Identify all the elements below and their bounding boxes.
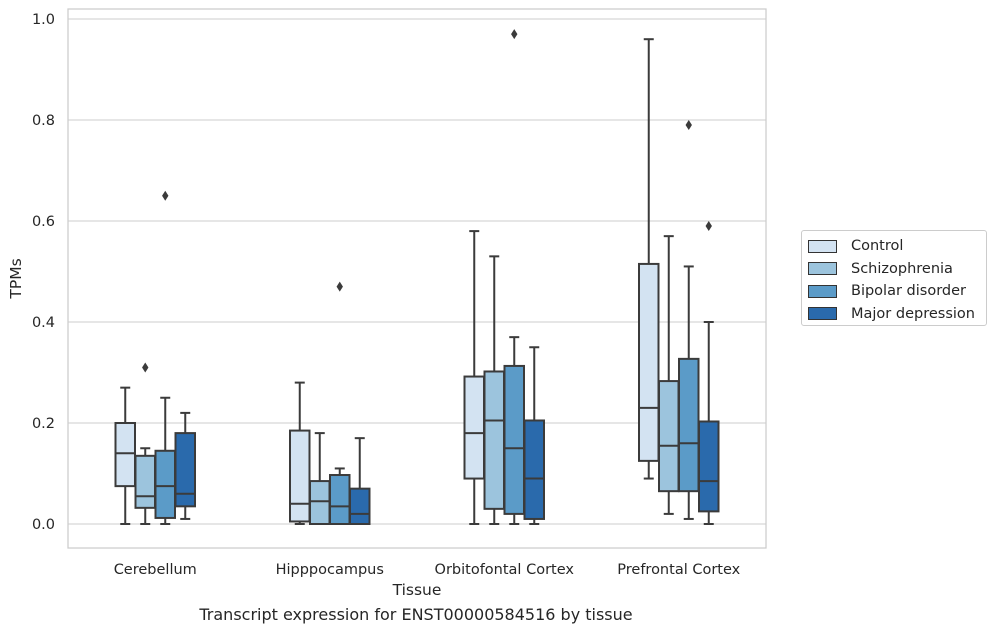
box-schizophrenia [658, 235, 680, 515]
y-tick-label: 0.8 [32, 113, 55, 129]
box-schizophrenia [134, 362, 156, 525]
outlier-point [705, 221, 712, 232]
plot-frame [67, 8, 767, 549]
legend-label: Control [851, 238, 904, 255]
y-tick-label: 1.0 [32, 12, 55, 28]
y-tick-label: 0.4 [32, 315, 55, 331]
box-major-depression [174, 411, 196, 520]
iqr-box [174, 432, 196, 508]
box-bipolar-disorder [329, 281, 351, 526]
box-groups [114, 29, 720, 526]
box-control [114, 386, 136, 525]
box-control [463, 230, 485, 525]
iqr-box [134, 454, 156, 509]
box-bipolar-disorder [154, 190, 176, 525]
iqr-box [638, 262, 660, 462]
y-tick-label: 0.6 [32, 214, 55, 230]
x-tick-label: Orbitofontal Cortex [435, 562, 575, 578]
legend-label: Major depression [851, 305, 975, 322]
chart-caption: Transcript expression for ENST0000058451… [199, 605, 633, 624]
iqr-box [463, 375, 485, 480]
iqr-box [678, 357, 700, 493]
box-bipolar-disorder [503, 29, 525, 525]
outlier-point [685, 120, 692, 131]
box-major-depression [698, 221, 720, 525]
box-schizophrenia [309, 432, 331, 526]
box-bipolar-disorder [678, 120, 700, 520]
legend-swatch [808, 284, 837, 298]
legend-swatch [808, 307, 837, 321]
box-schizophrenia [483, 255, 505, 525]
outlier-point [336, 281, 343, 292]
box-control [289, 381, 311, 525]
legend-item: Bipolar disorder [802, 280, 986, 303]
legend: Control Schizophrenia Bipolar disorder Majo… [801, 230, 987, 326]
y-tick-label: 0.2 [32, 416, 55, 432]
iqr-box [523, 419, 545, 520]
legend-swatch [808, 239, 837, 253]
x-tick-labels: Cerebellum Hipppocampus Orbitofontal Corte… [114, 562, 741, 578]
x-axis-label: Tissue [392, 581, 442, 599]
y-tick-label: 0.0 [32, 517, 55, 533]
y-axis-label: TPMs [7, 258, 25, 299]
legend-swatch [808, 262, 837, 276]
box-control [638, 38, 660, 480]
iqr-box [658, 380, 680, 493]
iqr-box [329, 474, 351, 526]
x-tick-label: Cerebellum [114, 562, 197, 578]
legend-item: Schizophrenia [802, 258, 986, 281]
iqr-box [503, 364, 525, 515]
outlier-point [162, 190, 169, 201]
legend-item: Control [802, 235, 986, 258]
iqr-box [114, 422, 136, 488]
y-tick-labels: 0.0 0.2 0.4 0.6 0.8 1.0 [32, 12, 55, 533]
legend-item: Major depression [802, 303, 986, 326]
legend-label: Bipolar disorder [851, 283, 966, 300]
iqr-box [349, 487, 371, 525]
box-major-depression [523, 346, 545, 525]
box-major-depression [349, 437, 371, 525]
iqr-box [289, 429, 311, 523]
outlier-point [511, 29, 518, 40]
iqr-box [698, 420, 720, 513]
legend-label: Schizophrenia [851, 260, 953, 277]
x-tick-label: Hipppocampus [276, 562, 384, 578]
outlier-point [142, 362, 149, 373]
iqr-box [154, 449, 176, 519]
iqr-box [483, 370, 505, 510]
x-tick-label: Prefrontal Cortex [617, 562, 740, 578]
iqr-box [309, 480, 331, 526]
